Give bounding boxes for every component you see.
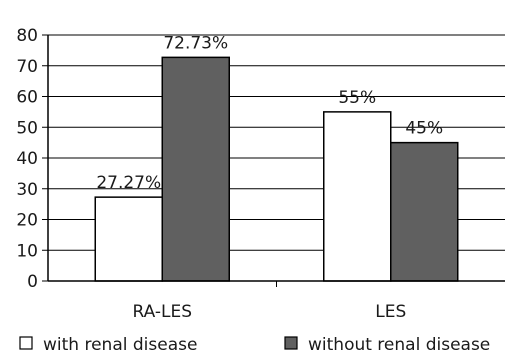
- bar-data-label: 55%: [338, 88, 376, 108]
- bar-data-labels: 27.27% 72.73% 55% 45%: [96, 33, 443, 193]
- y-tick-label: 50: [16, 118, 38, 138]
- legend: with renal disease without renal disease: [19, 335, 490, 355]
- legend-label: without renal disease: [308, 335, 490, 355]
- y-tick-label: 30: [16, 180, 38, 200]
- y-tick-label: 0: [27, 272, 38, 292]
- legend-swatch: [284, 336, 298, 350]
- y-tick-label: 40: [16, 149, 38, 169]
- x-category-label: RA-LES: [132, 302, 192, 322]
- bar: [161, 56, 230, 282]
- y-tick-label: 80: [16, 26, 38, 46]
- legend-swatch: [19, 336, 33, 350]
- bars: [94, 56, 459, 282]
- y-tick-label: 70: [16, 57, 38, 77]
- bar-data-label: 45%: [405, 119, 443, 139]
- bar-data-label: 27.27%: [96, 173, 161, 193]
- legend-label: with renal disease: [43, 335, 197, 355]
- bar: [390, 141, 459, 282]
- y-tick-label: 60: [16, 88, 38, 108]
- x-axis-categories: RA-LES LES: [132, 302, 406, 322]
- y-tick-label: 10: [16, 241, 38, 261]
- y-axis-ticks: 0 10 20 30 40 50 60 70 80: [16, 26, 48, 292]
- bar-data-label: 72.73%: [163, 33, 228, 53]
- bar: [94, 196, 163, 282]
- bar: [323, 111, 392, 282]
- y-tick-label: 20: [16, 211, 38, 231]
- axes: [47, 35, 505, 287]
- x-category-label: LES: [375, 302, 406, 322]
